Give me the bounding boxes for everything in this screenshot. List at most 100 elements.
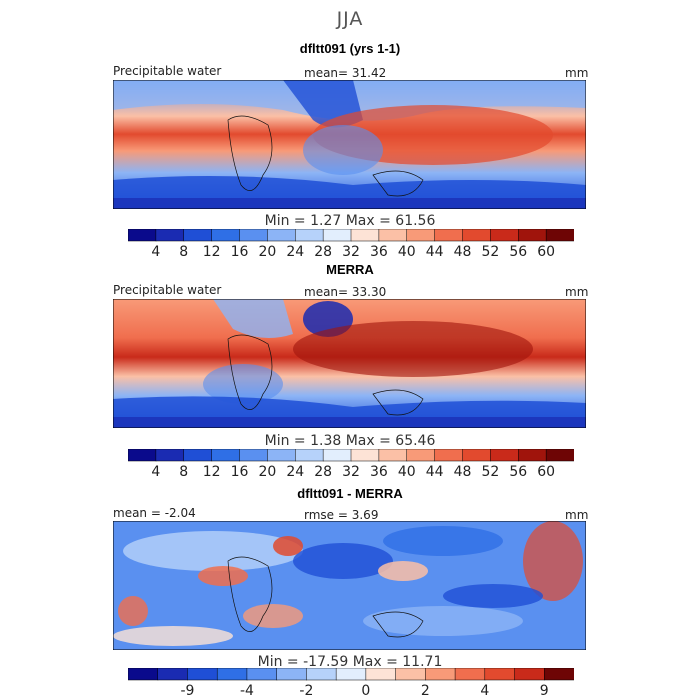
- panel-2-mean-label: mean= 33.30: [304, 285, 387, 299]
- colorbar-swatch: [183, 449, 213, 462]
- panel-2-map: [113, 299, 586, 428]
- colorbar-tick-label: 60: [537, 244, 555, 260]
- colorbar-swatch: [128, 668, 159, 681]
- colorbar-tick-label: 52: [481, 464, 499, 480]
- colorbar-tick-label: -2: [299, 683, 313, 698]
- panel-3-map: [113, 521, 586, 650]
- colorbar-tick-label: 20: [258, 464, 276, 480]
- colorbar-tick-label: 8: [179, 464, 188, 480]
- colorbar-tick-label: 2: [421, 683, 430, 698]
- colorbar-tick-label: 16: [231, 464, 249, 480]
- colorbar-swatch: [322, 229, 352, 242]
- colorbar-swatch: [128, 449, 157, 462]
- colorbar-swatch: [514, 668, 545, 681]
- colorbar-tick-label: 40: [398, 464, 416, 480]
- colorbar-tick-label: 4: [480, 683, 489, 698]
- colorbar-swatch: [454, 668, 486, 681]
- panel-3-rmse-label: rmse = 3.69: [304, 508, 379, 522]
- colorbar-tick-label: -4: [240, 683, 254, 698]
- colorbar-swatch: [434, 449, 464, 462]
- colorbar-swatch: [545, 449, 574, 462]
- colorbar-swatch: [350, 449, 380, 462]
- colorbar-tick-label: 52: [481, 244, 499, 260]
- colorbar-swatch: [544, 668, 574, 681]
- colorbar-swatch: [462, 229, 491, 242]
- colorbar-swatch: [246, 668, 278, 681]
- colorbar-swatch: [211, 229, 241, 242]
- colorbar-swatch: [239, 449, 268, 462]
- colorbar-tick-label: 28: [314, 464, 332, 480]
- colorbar-tick-label: 60: [537, 464, 555, 480]
- colorbar-swatch: [322, 449, 352, 462]
- colorbar-tick-label: 32: [342, 244, 360, 260]
- panel-2-units-label: mm: [565, 285, 589, 299]
- panel-2-minmax: Min = 1.38 Max = 65.46: [264, 433, 436, 449]
- panel-3-units-label: mm: [565, 508, 589, 522]
- colorbar-swatch: [183, 229, 213, 242]
- colorbar-tick-label: -9: [180, 683, 194, 698]
- colorbar-tick-label: 8: [179, 244, 188, 260]
- colorbar-swatch: [155, 449, 185, 462]
- colorbar-swatch: [378, 229, 408, 242]
- colorbar-tick-label: 48: [454, 244, 472, 260]
- colorbar-tick-label: 36: [370, 244, 388, 260]
- panel-1-units-label: mm: [565, 66, 589, 80]
- colorbar-swatch: [395, 668, 426, 681]
- panel-1-title: dfltt091 (yrs 1-1): [299, 41, 401, 56]
- colorbar-tick-label: 16: [231, 244, 249, 260]
- colorbar-tick-label: 48: [454, 464, 472, 480]
- colorbar-tick-label: 9: [540, 683, 549, 698]
- panel-1-mean-label: mean= 31.42: [304, 66, 387, 80]
- colorbar-swatch: [157, 668, 189, 681]
- colorbar-swatch: [406, 449, 436, 462]
- season-title: JJA: [336, 8, 364, 30]
- colorbar-swatch: [425, 668, 456, 681]
- panel-2-colorbar: 4 8 12 16 20 24 28 32 36 40 44 48 52 56 60: [128, 449, 574, 480]
- panel-1-colorbar: 4 8 12 16 20 24 28 32 36 40 44 48 52 56 60: [128, 229, 574, 260]
- colorbar-swatch: [155, 229, 185, 242]
- colorbar-swatch: [267, 449, 296, 462]
- panel-1-variable-label: Precipitable water: [113, 64, 222, 78]
- panel-3-title: dfltt091 - MERRA: [297, 486, 403, 501]
- colorbar-tick-label: 0: [361, 683, 370, 698]
- colorbar-tick-label: 4: [151, 464, 160, 480]
- colorbar-swatch: [406, 229, 436, 242]
- colorbar-tick-label: 40: [398, 244, 416, 260]
- colorbar-swatch: [490, 229, 519, 242]
- panel-3-mean-label: mean = -2.04: [113, 506, 196, 520]
- colorbar-swatch: [295, 229, 324, 242]
- colorbar-swatch: [216, 668, 248, 681]
- colorbar-swatch: [490, 449, 519, 462]
- colorbar-swatch: [365, 668, 397, 681]
- colorbar-swatch: [295, 449, 324, 462]
- colorbar-swatch: [518, 229, 547, 242]
- panel-2-variable-label: Precipitable water: [113, 283, 222, 297]
- colorbar-swatch: [434, 229, 464, 242]
- panel-3-colorbar: -9 -4 -2 0 2 4 9: [128, 668, 574, 698]
- colorbar-swatch: [484, 668, 516, 681]
- colorbar-swatch: [239, 229, 268, 242]
- colorbar-tick-label: 20: [258, 244, 276, 260]
- panel-3-minmax: Min = -17.59 Max = 11.71: [257, 654, 443, 670]
- colorbar-swatch: [350, 229, 380, 242]
- colorbar-tick-label: 4: [151, 244, 160, 260]
- colorbar-tick-label: 56: [509, 244, 527, 260]
- colorbar-tick-label: 44: [426, 464, 444, 480]
- colorbar-swatch: [545, 229, 574, 242]
- colorbar-swatch: [378, 449, 408, 462]
- colorbar-tick-label: 12: [203, 244, 221, 260]
- colorbar-tick-label: 12: [203, 464, 221, 480]
- colorbar-swatch: [306, 668, 337, 681]
- colorbar-swatch: [276, 668, 307, 681]
- panel-1-minmax: Min = 1.27 Max = 61.56: [264, 213, 436, 229]
- colorbar-tick-label: 28: [314, 244, 332, 260]
- colorbar-tick-label: 32: [342, 464, 360, 480]
- panel-2-title: MERRA: [326, 262, 374, 277]
- colorbar-tick-label: 44: [426, 244, 444, 260]
- colorbar-tick-label: 24: [286, 464, 304, 480]
- colorbar-tick-label: 36: [370, 464, 388, 480]
- colorbar-swatch: [128, 229, 157, 242]
- colorbar-swatch: [462, 449, 491, 462]
- colorbar-swatch: [518, 449, 547, 462]
- colorbar-swatch: [267, 229, 296, 242]
